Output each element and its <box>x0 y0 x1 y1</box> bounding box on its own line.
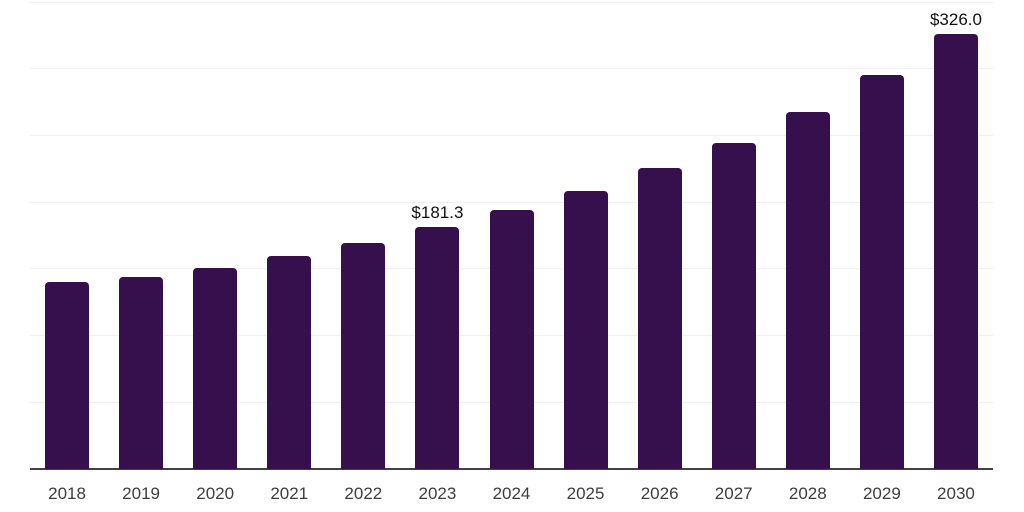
gridline-200 <box>30 201 993 203</box>
bar-2028[interactable] <box>785 111 830 469</box>
x-axis-labels: 2018 2019 2020 2021 2022 2023 2024 2025 2026 2027… <box>30 484 993 506</box>
bar-2023[interactable] <box>415 227 460 469</box>
bar-2022[interactable] <box>341 242 386 469</box>
x-label-2019: 2019 <box>122 484 160 503</box>
gridline-350 <box>30 1 993 3</box>
bar-2019[interactable] <box>119 276 164 469</box>
x-label-2030: 2030 <box>937 484 975 503</box>
x-label-2023: 2023 <box>418 484 457 503</box>
data-label-2023: $181.3 <box>411 203 464 223</box>
bar-2030[interactable] <box>933 34 978 469</box>
plot-area: $181.3 $326.0 <box>30 0 993 471</box>
x-label-2020: 2020 <box>196 484 235 503</box>
bar-2021[interactable] <box>267 255 312 469</box>
x-axis-line <box>30 468 993 470</box>
bar-2029[interactable] <box>859 75 904 469</box>
x-label-2027: 2027 <box>714 484 753 503</box>
x-label-2026: 2026 <box>640 484 679 503</box>
x-label-2024: 2024 <box>492 484 531 503</box>
bar-2020[interactable] <box>193 267 238 469</box>
bar-2024[interactable] <box>489 209 534 469</box>
gridline-300 <box>30 68 993 70</box>
x-label-2021: 2021 <box>270 484 309 503</box>
bar-2025[interactable] <box>563 191 608 469</box>
x-label-2022: 2022 <box>344 484 383 503</box>
x-label-2029: 2029 <box>862 484 901 503</box>
bar-2027[interactable] <box>711 143 756 469</box>
bar-2026[interactable] <box>637 167 682 469</box>
x-label-2025: 2025 <box>566 484 605 503</box>
x-label-2028: 2028 <box>788 484 827 503</box>
bar-2018[interactable] <box>45 282 90 469</box>
x-label-2018: 2018 <box>48 484 86 503</box>
gridline-250 <box>30 134 993 136</box>
data-label-2030: $326.0 <box>929 10 982 30</box>
